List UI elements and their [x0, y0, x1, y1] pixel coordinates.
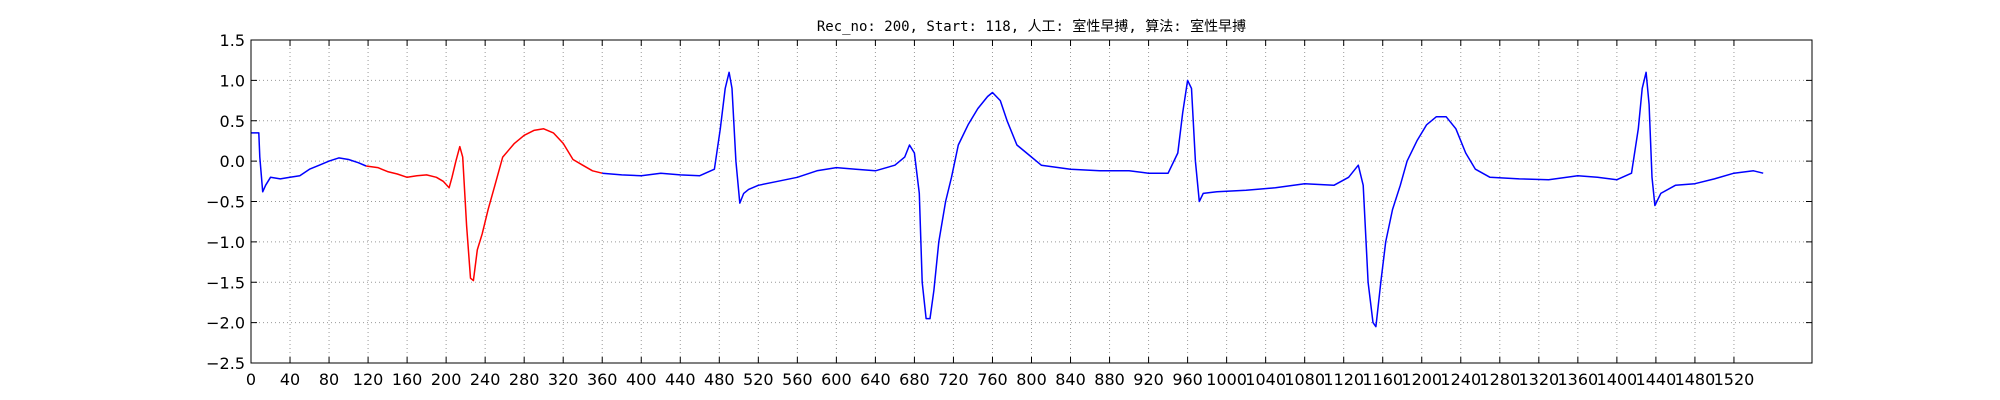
y-tick-label: 0.0: [220, 152, 245, 171]
y-tick-label: −1.5: [206, 273, 245, 292]
x-tick-label: 360: [587, 370, 618, 389]
y-tick-label: 1.0: [220, 71, 245, 90]
signal-segment-1: [251, 132, 367, 193]
y-tick-label: 1.5: [220, 31, 245, 50]
y-tick-label: −2.5: [206, 354, 245, 373]
x-tick-label: 520: [743, 370, 774, 389]
x-tick-label: 640: [860, 370, 891, 389]
y-tick-label: −0.5: [206, 193, 245, 212]
x-tick-label: 1360: [1557, 370, 1598, 389]
x-tick-label: 680: [899, 370, 930, 389]
x-tick-label: 960: [1172, 370, 1203, 389]
y-tick-label: 0.5: [220, 112, 245, 131]
signal-segment-2: [365, 128, 603, 282]
x-tick-label: 1400: [1597, 370, 1638, 389]
x-tick-label: 840: [1055, 370, 1086, 389]
chart-title: Rec_no: 200, Start: 118, 人工: 室性早搏, 算法: 室…: [816, 19, 1247, 35]
x-tick-label: 760: [977, 370, 1008, 389]
x-tick-label: 1280: [1479, 370, 1520, 389]
x-tick-label: 1080: [1284, 370, 1325, 389]
x-tick-label: 1320: [1518, 370, 1559, 389]
x-tick-label: 40: [280, 370, 300, 389]
x-tick-label: 1200: [1401, 370, 1442, 389]
x-tick-label: 280: [509, 370, 540, 389]
y-tick-label: −2.0: [206, 314, 245, 333]
x-tick-label: 480: [704, 370, 735, 389]
signal-segment-3: [602, 71, 1764, 328]
x-tick-label: 80: [319, 370, 339, 389]
x-tick-label: 320: [548, 370, 579, 389]
grid: [250, 39, 1812, 364]
x-tick-label: 120: [353, 370, 384, 389]
x-tick-label: 880: [1094, 370, 1125, 389]
x-tick-label: 1040: [1245, 370, 1286, 389]
x-tick-label: 1000: [1206, 370, 1247, 389]
x-tick-label: 1440: [1636, 370, 1677, 389]
x-tick-label: 440: [665, 370, 696, 389]
x-tick-label: 160: [392, 370, 423, 389]
x-tick-label: 1520: [1714, 370, 1755, 389]
axis-ticks: 0 40 80 120 160 200 240 280 320 360 400 440 480 520 56…: [206, 31, 1812, 389]
y-tick-label: −1.0: [206, 233, 245, 252]
x-tick-label: 0: [246, 370, 256, 389]
x-tick-label: 800: [1016, 370, 1047, 389]
signal-lines: [251, 71, 1764, 328]
x-tick-label: 720: [938, 370, 969, 389]
x-tick-label: 920: [1133, 370, 1164, 389]
x-tick-label: 1240: [1440, 370, 1481, 389]
x-tick-label: 1480: [1675, 370, 1716, 389]
x-tick-label: 400: [626, 370, 657, 389]
x-tick-label: 1160: [1362, 370, 1403, 389]
x-tick-label: 200: [431, 370, 462, 389]
x-tick-label: 600: [821, 370, 852, 389]
x-tick-label: 560: [782, 370, 813, 389]
x-tick-label: 240: [470, 370, 501, 389]
x-tick-label: 1120: [1323, 370, 1364, 389]
